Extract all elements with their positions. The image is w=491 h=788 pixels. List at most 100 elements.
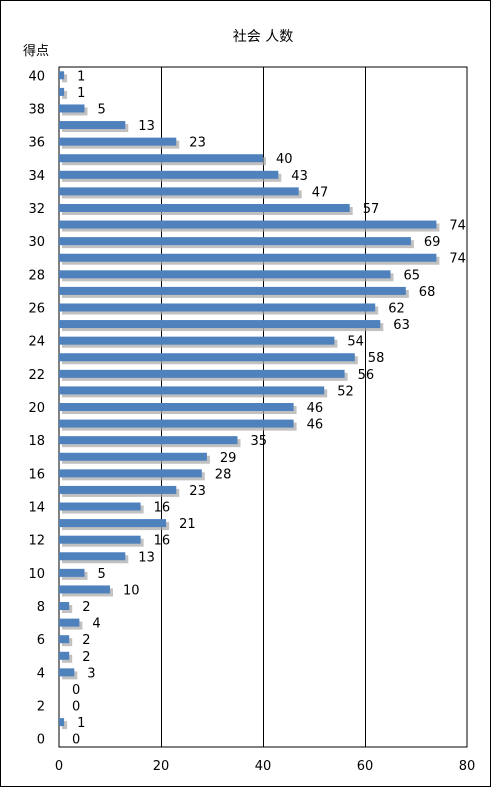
data-label-21: 52 — [337, 384, 354, 399]
bar-22 — [59, 369, 345, 378]
data-labels-layer: 1151323404347577469746568626354585652464… — [72, 69, 466, 747]
data-label-35: 40 — [276, 152, 293, 167]
data-label-22: 56 — [358, 368, 375, 383]
data-label-14: 16 — [154, 501, 171, 516]
bar-36 — [59, 137, 177, 146]
bar-28 — [59, 270, 391, 279]
data-label-28: 65 — [404, 268, 421, 283]
bar-1 — [59, 718, 65, 727]
bar-7 — [59, 618, 80, 627]
data-label-11: 13 — [138, 550, 155, 565]
y-tick-label-26: 26 — [28, 301, 45, 316]
bar-4 — [59, 668, 75, 677]
bar-29 — [59, 253, 437, 262]
y-tick-label-28: 28 — [28, 268, 45, 283]
y-tick-label-32: 32 — [28, 202, 45, 217]
bar-20 — [59, 403, 294, 411]
bar-33 — [59, 187, 299, 196]
data-label-40: 1 — [77, 69, 85, 84]
data-label-31: 74 — [449, 219, 466, 234]
data-label-0: 0 — [72, 733, 80, 748]
x-tick-label-0: 0 — [55, 759, 63, 774]
bar-19 — [59, 419, 294, 428]
y-tick-label-14: 14 — [28, 501, 45, 516]
data-label-6: 2 — [82, 633, 90, 648]
y-tick-label-38: 38 — [28, 102, 45, 117]
x-tick-label-20: 20 — [153, 759, 170, 774]
data-label-39: 1 — [77, 86, 85, 101]
data-label-12: 16 — [154, 534, 171, 549]
bar-11 — [59, 552, 126, 561]
bar-6 — [59, 635, 70, 644]
bar-26 — [59, 303, 376, 312]
bar-37 — [59, 121, 126, 130]
data-label-30: 69 — [424, 235, 441, 250]
bars-layer — [59, 71, 440, 730]
data-label-29: 74 — [449, 252, 466, 267]
bar-5 — [59, 651, 70, 660]
data-label-18: 35 — [251, 434, 268, 449]
data-label-33: 47 — [312, 185, 329, 200]
bar-14 — [59, 502, 141, 511]
bar-9 — [59, 585, 110, 594]
bar-32 — [59, 203, 350, 212]
data-label-25: 63 — [393, 318, 410, 333]
bar-21 — [59, 386, 325, 395]
bar-23 — [59, 353, 355, 362]
y-tick-label-4: 4 — [37, 666, 45, 681]
data-label-4: 3 — [87, 666, 95, 681]
bar-35 — [59, 154, 263, 163]
y-tick-label-0: 0 — [37, 733, 45, 748]
data-label-27: 68 — [419, 285, 436, 300]
data-label-7: 4 — [92, 617, 100, 632]
bar-24 — [59, 336, 335, 345]
data-label-17: 29 — [220, 451, 237, 466]
bar-31 — [59, 220, 437, 229]
data-label-8: 2 — [82, 600, 90, 615]
bar-30 — [59, 237, 411, 246]
data-label-34: 43 — [291, 169, 308, 184]
y-tick-label-10: 10 — [28, 567, 45, 582]
data-label-16: 28 — [215, 467, 232, 482]
bar-25 — [59, 320, 381, 329]
bar-13 — [59, 519, 167, 528]
y-tick-label-30: 30 — [28, 235, 45, 250]
y-tick-label-12: 12 — [28, 534, 45, 549]
data-label-32: 57 — [363, 202, 380, 217]
y-tick-label-6: 6 — [37, 633, 45, 648]
bar-18 — [59, 436, 238, 445]
data-label-38: 5 — [98, 102, 106, 117]
y-tick-label-20: 20 — [28, 401, 45, 416]
bar-17 — [59, 452, 207, 461]
data-label-36: 23 — [189, 136, 206, 151]
data-label-2: 0 — [72, 700, 80, 715]
y-tick-label-8: 8 — [37, 600, 45, 615]
data-label-13: 21 — [179, 517, 196, 532]
y-tick-label-36: 36 — [28, 136, 45, 151]
data-label-20: 46 — [307, 401, 324, 416]
data-label-19: 46 — [307, 418, 324, 433]
bar-shadow-39 — [62, 90, 68, 99]
bar-16 — [59, 469, 202, 478]
data-label-15: 23 — [189, 484, 206, 499]
y-tick-label-24: 24 — [28, 335, 45, 350]
bar-shadow-40 — [62, 74, 68, 83]
chart-title: 社会 人数 — [233, 29, 293, 45]
data-label-23: 58 — [368, 351, 385, 366]
bar-38 — [59, 104, 85, 113]
y-tick-label-22: 22 — [28, 368, 45, 383]
y-tick-label-2: 2 — [37, 700, 45, 715]
bar-34 — [59, 170, 279, 179]
y-tick-label-18: 18 — [28, 434, 45, 449]
bar-shadow-1 — [62, 721, 68, 730]
y-axis-label: 得点 — [23, 43, 49, 59]
x-tick-label-80: 80 — [459, 759, 476, 774]
bar-40 — [59, 71, 65, 80]
bar-8 — [59, 602, 70, 611]
data-label-24: 54 — [347, 335, 364, 350]
bar-27 — [59, 286, 406, 295]
data-label-3: 0 — [72, 683, 80, 698]
